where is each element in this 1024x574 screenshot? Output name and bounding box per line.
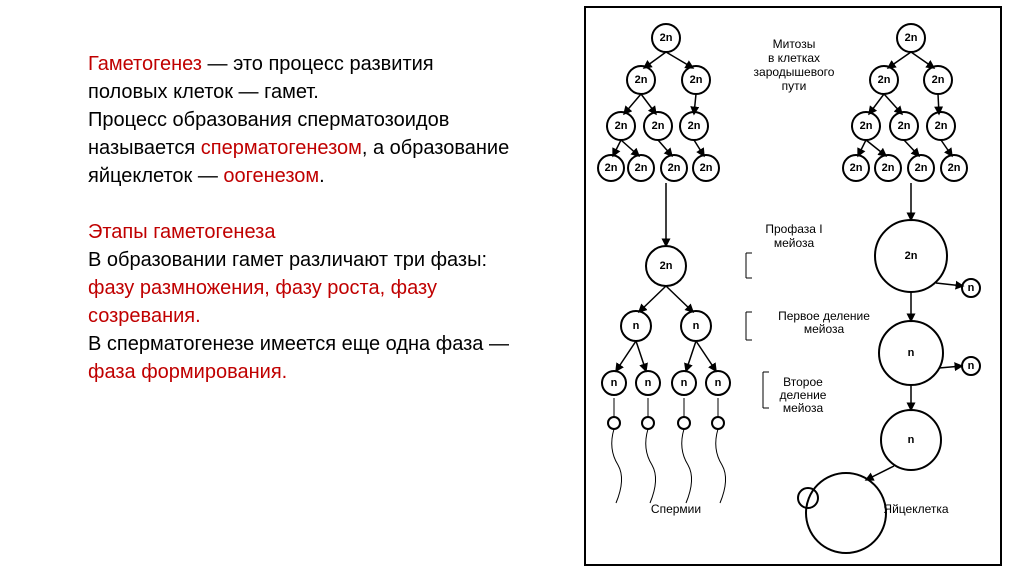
svg-text:n: n — [715, 377, 722, 389]
stages-title: Этапы гаметогенеза — [88, 218, 518, 246]
svg-text:2n: 2n — [660, 260, 673, 272]
svg-text:2n: 2n — [605, 162, 618, 174]
svg-text:Второе: Второе — [783, 375, 823, 389]
svg-text:n: n — [968, 360, 975, 372]
description-text: Гаметогенез — это процесс развития полов… — [88, 50, 518, 386]
svg-text:2n: 2n — [660, 32, 673, 44]
term-spermatogenesis: сперматогенезом — [201, 137, 362, 159]
svg-text:2n: 2n — [898, 120, 911, 132]
para2a: В образовании гамет различают три фазы: … — [88, 246, 518, 330]
svg-text:n: n — [681, 377, 688, 389]
svg-text:Первое деление: Первое деление — [778, 309, 870, 323]
svg-text:Митозы: Митозы — [773, 37, 816, 51]
svg-text:2n: 2n — [905, 32, 918, 44]
svg-text:2n: 2n — [688, 120, 701, 132]
svg-text:2n: 2n — [882, 162, 895, 174]
svg-text:Профаза I: Профаза I — [765, 222, 822, 236]
svg-text:2n: 2n — [652, 120, 665, 132]
svg-text:2n: 2n — [948, 162, 961, 174]
svg-text:2n: 2n — [850, 162, 863, 174]
svg-text:n: n — [908, 434, 915, 446]
svg-text:2n: 2n — [615, 120, 628, 132]
term-oogenesis: оогенезом — [223, 165, 319, 187]
svg-text:2n: 2n — [905, 250, 918, 262]
svg-text:Спермии: Спермии — [651, 502, 701, 516]
svg-text:n: n — [611, 377, 618, 389]
svg-text:2n: 2n — [935, 120, 948, 132]
svg-text:пути: пути — [782, 79, 807, 93]
svg-text:зародышевого: зародышевого — [754, 65, 835, 79]
svg-text:2n: 2n — [915, 162, 928, 174]
svg-text:в клетках: в клетках — [768, 51, 820, 65]
svg-text:2n: 2n — [700, 162, 713, 174]
svg-text:мейоза: мейоза — [783, 401, 824, 415]
svg-text:n: n — [693, 320, 700, 332]
svg-text:2n: 2n — [690, 74, 703, 86]
svg-text:n: n — [968, 282, 975, 294]
svg-text:2n: 2n — [860, 120, 873, 132]
svg-text:2n: 2n — [635, 162, 648, 174]
para1b: Процесс образования сперматозоидов назыв… — [88, 106, 518, 190]
svg-text:деление: деление — [780, 388, 827, 402]
svg-text:2n: 2n — [635, 74, 648, 86]
svg-text:мейоза: мейоза — [804, 322, 845, 336]
svg-text:n: n — [908, 347, 915, 359]
svg-text:2n: 2n — [932, 74, 945, 86]
svg-text:n: n — [645, 377, 652, 389]
svg-text:n: n — [633, 320, 640, 332]
para2: Этапы гаметогенеза В образовании гамет р… — [88, 218, 518, 386]
svg-text:Яйцеклетка: Яйцеклетка — [883, 502, 948, 516]
term-gametogenesis: Гаметогенез — [88, 53, 202, 75]
svg-text:мейоза: мейоза — [774, 236, 815, 250]
para1: Гаметогенез — это процесс развития полов… — [88, 50, 518, 106]
svg-text:2n: 2n — [878, 74, 891, 86]
svg-text:2n: 2n — [668, 162, 681, 174]
diagram-frame: 2n 2n 2n 2n 2n 2n 2n 2n 2n 2n 2n n n n n n n 2n 2n 2n 2n 2n 2n… — [584, 6, 1002, 566]
para2b: В сперматогенезе имеется еще одна фаза —… — [88, 330, 518, 386]
gametogenesis-diagram: 2n 2n 2n 2n 2n 2n 2n 2n 2n 2n 2n n n n n n n 2n 2n 2n 2n 2n 2n… — [586, 8, 1000, 564]
